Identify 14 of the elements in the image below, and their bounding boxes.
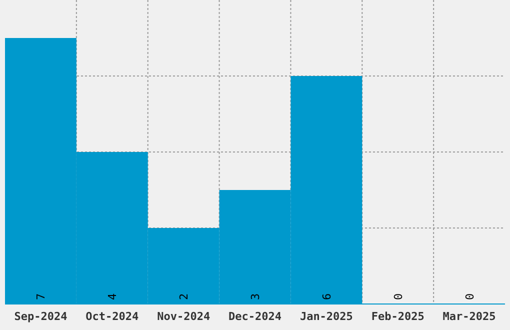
x-tick-label: Oct-2024: [86, 310, 140, 323]
x-tick-label: Dec-2024: [228, 310, 282, 323]
data-label: 3: [249, 293, 262, 300]
data-label: 0: [463, 293, 476, 300]
x-tick-label: Jan-2025: [300, 310, 353, 323]
x-tick-label: Feb-2025: [371, 310, 424, 323]
data-label: 4: [106, 293, 120, 300]
data-label: 6: [320, 293, 334, 300]
data-label: 7: [34, 293, 48, 300]
data-label: 2: [178, 293, 191, 300]
x-tick-label: Sep-2024: [14, 310, 68, 323]
x-tick-label: Nov-2024: [157, 310, 210, 323]
x-tick-label: Mar-2025: [442, 310, 496, 323]
data-label: 0: [392, 293, 405, 300]
